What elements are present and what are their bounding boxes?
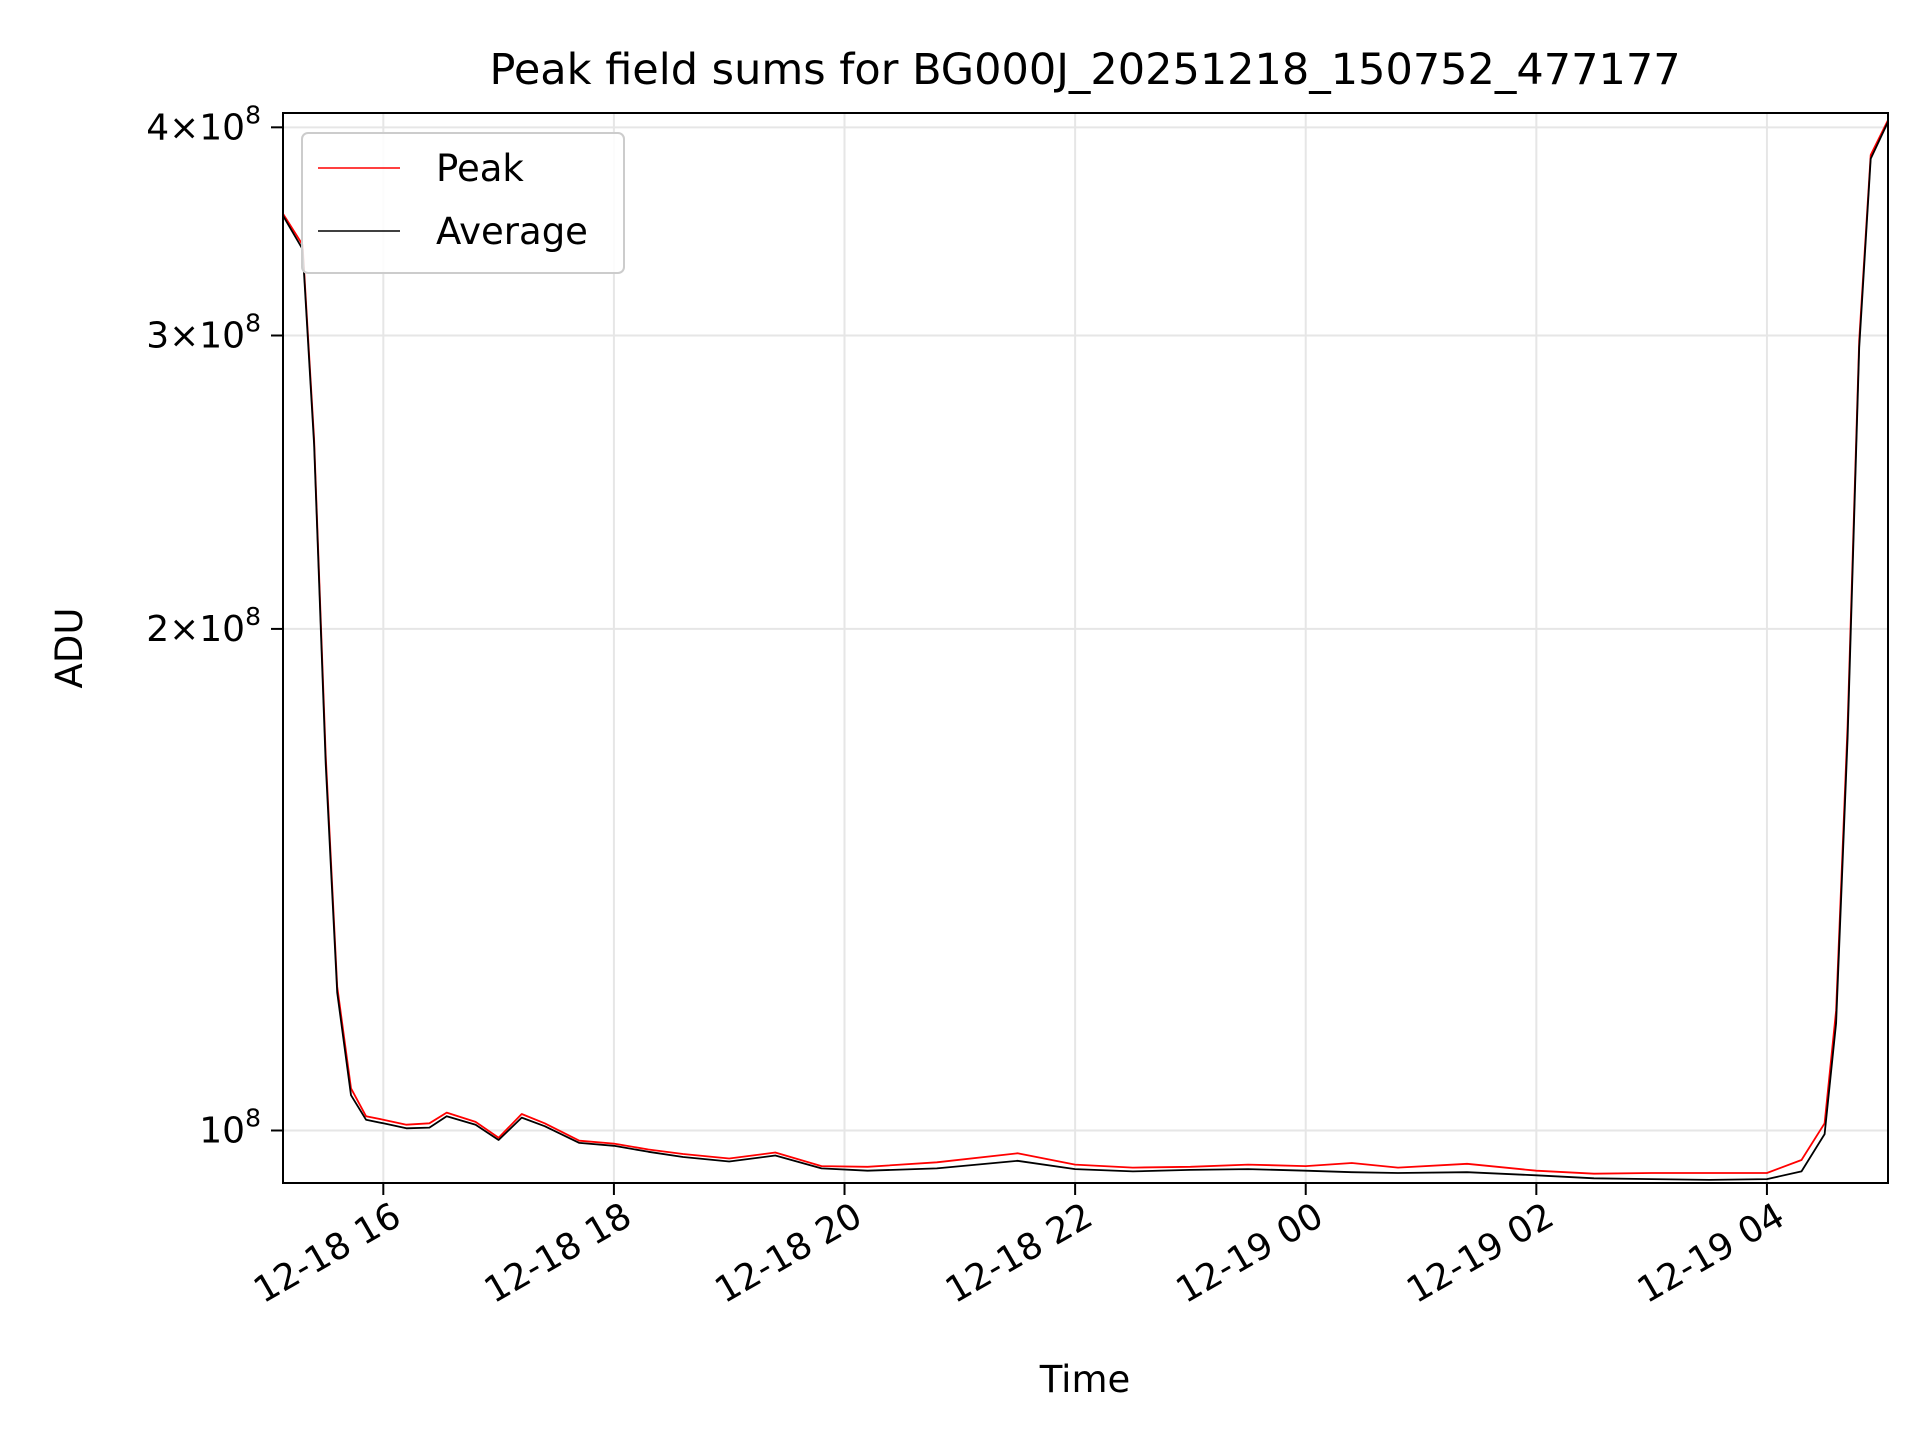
series-line-average — [282, 121, 1889, 1181]
plot-frame — [282, 112, 1889, 1184]
y-tick-exponent: 8 — [245, 309, 261, 338]
y-tick-label: 4×108 — [146, 100, 261, 148]
series-lines — [282, 119, 1889, 1181]
y-tick-label: 108 — [199, 1103, 261, 1151]
chart-title: Peak field sums for BG000J_20251218_1507… — [489, 45, 1680, 95]
y-tick-mantissa: 10 — [199, 1110, 245, 1151]
legend-label-average: Average — [436, 210, 588, 253]
y-tick-mantissa: 2×10 — [146, 609, 245, 650]
y-axis-label: ADU — [48, 608, 91, 689]
y-tick-mantissa: 4×10 — [146, 107, 245, 148]
y-tick-exponent: 8 — [245, 602, 261, 631]
x-axis-label: Time — [1039, 1358, 1131, 1401]
y-tick-exponent: 8 — [245, 1103, 261, 1132]
series-line-peak — [282, 119, 1889, 1175]
y-tick-mantissa: 3×10 — [146, 316, 245, 357]
y-tick-label: 3×108 — [146, 309, 261, 357]
y-tick-exponent: 8 — [245, 100, 261, 129]
y-tick-label: 2×108 — [146, 602, 261, 650]
grid-lines — [283, 113, 1888, 1183]
legend: Peak Average — [301, 132, 625, 274]
legend-label-peak: Peak — [436, 147, 524, 190]
